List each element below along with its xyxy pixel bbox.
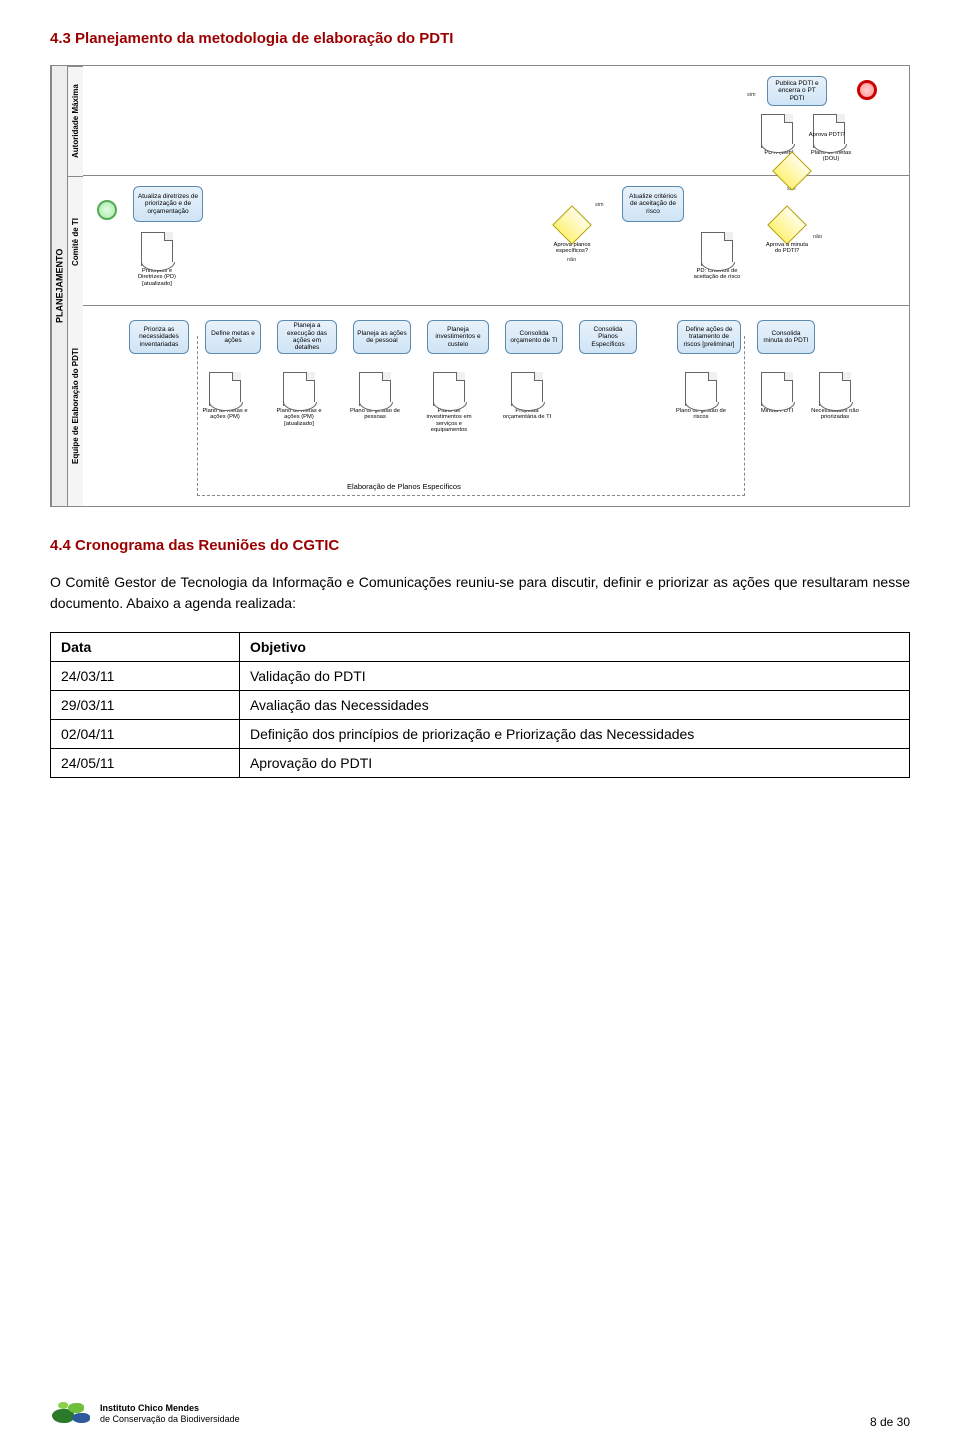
diagram-caption: Elaboração de Planos Específicos [347, 479, 461, 494]
activity-publica-pdti: Publica PDTI e encerra o PT PDTI [767, 76, 827, 106]
branch-sim-top: sim [747, 92, 756, 98]
doc-plano-metas-dou: Plano de metas (DOU) [809, 114, 849, 164]
footer-logo-block: Instituto Chico Mendes de Conservação da… [50, 1399, 240, 1429]
cell-data: 24/05/11 [51, 749, 240, 778]
footer-text: Instituto Chico Mendes de Conservação da… [100, 1403, 240, 1425]
doc-proposta-orc: Proposta orçamentária de TI [505, 372, 549, 422]
activity-define-riscos: Define ações de tratamento de riscos [pr… [677, 320, 741, 354]
section-4-4-title: 4.4 Cronograma das Reuniões do CGTIC [50, 537, 910, 554]
logo-icon [50, 1399, 94, 1429]
page-number: 8 de 30 [870, 1415, 910, 1429]
page-footer: Instituto Chico Mendes de Conservação da… [50, 1399, 910, 1429]
cell-data: 24/03/11 [51, 662, 240, 691]
cell-data: 02/04/11 [51, 720, 240, 749]
activity-consolida-minuta: Consolida minuta do PDTI [757, 320, 815, 354]
activity-define-metas: Define metas e ações [205, 320, 261, 354]
th-objetivo: Objetivo [239, 633, 909, 662]
activity-planeja-invest: Planeja investimentos e custeio [427, 320, 489, 354]
branch-nao-mid: não [567, 257, 576, 263]
activity-consolida-orc: Consolida orçamento de TI [505, 320, 563, 354]
cell-obj: Definição dos princípios de priorização … [239, 720, 909, 749]
footer-line1: Instituto Chico Mendes [100, 1403, 240, 1414]
branch-sim-mid: sim [595, 202, 604, 208]
lane-label-autoridade: Autoridade Máxima [67, 66, 83, 176]
gateway-aprova-pdti: Aprova PDTI? [777, 156, 807, 186]
gateway-aprova-minuta: Aprova a minuta do PDTI? [772, 210, 802, 240]
bpmn-diagram: PLANEJAMENTO Autoridade Máxima Comitê de… [50, 65, 910, 507]
cell-obj: Validação do PDTI [239, 662, 909, 691]
lane-label-equipe: Equipe de Elaboração do PDTI [67, 306, 83, 506]
section-4-4-paragraph: O Comitê Gestor de Tecnologia da Informa… [50, 572, 910, 614]
doc-gestao-pessoas: Plano de gestão de pessoas [353, 372, 397, 422]
gateway-aprova-planos: Aprova planos específicos? [557, 210, 587, 240]
schedule-table: Data Objetivo 24/03/11 Validação do PDTI… [50, 632, 910, 778]
table-header-row: Data Objetivo [51, 633, 910, 662]
lane-equipe: Prioriza as necessidades inventariadas D… [83, 306, 909, 506]
activity-atualiza-diretrizes: Atualiza diretrizes de priorização e de … [133, 186, 203, 222]
activity-atualize-criterios: Atualize critérios de aceitação de risco [622, 186, 684, 222]
start-event [97, 200, 117, 220]
activity-planeja-pessoal: Planeja as ações de pessoal [353, 320, 411, 354]
end-event [857, 80, 877, 100]
doc-principios-diretrizes: Princípios e Diretrizes (PD) [atualizado… [135, 232, 179, 282]
cell-obj: Aprovação do PDTI [239, 749, 909, 778]
cell-data: 29/03/11 [51, 691, 240, 720]
table-row: 24/03/11 Validação do PDTI [51, 662, 910, 691]
branch-nao-right: não [813, 234, 822, 240]
doc-investimentos: Plano de investimentos em serviços e equ… [427, 372, 471, 422]
doc-plano-metas-at: Plano de metas e ações (PM) [atualizado] [277, 372, 321, 422]
th-data: Data [51, 633, 240, 662]
activity-consolida-planos: Consolida Planos Específicos [579, 320, 637, 354]
lane-label-comite: Comitê de TI [67, 176, 83, 306]
activity-prioriza: Prioriza as necessidades inventariadas [129, 320, 189, 354]
doc-gestao-riscos: Plano de gestão de riscos [679, 372, 723, 422]
doc-necessidades-nao: Necessidades não priorizadas [813, 372, 857, 422]
doc-plano-metas-pm: Plano de metas e ações (PM) [203, 372, 247, 422]
table-row: 02/04/11 Definição dos princípios de pri… [51, 720, 910, 749]
table-row: 24/05/11 Aprovação do PDTI [51, 749, 910, 778]
doc-pd-criterios: PD: Critérios de aceitação de risco [695, 232, 739, 282]
section-4-3-title: 4.3 Planejamento da metodologia de elabo… [50, 30, 910, 47]
lane-comite: Atualiza diretrizes de priorização e de … [83, 176, 909, 306]
pool-label: PLANEJAMENTO [51, 66, 67, 506]
activity-planeja-exec: Planeja a execução das ações em detalhes [277, 320, 337, 354]
cell-obj: Avaliação das Necessidades [239, 691, 909, 720]
table-row: 29/03/11 Avaliação das Necessidades [51, 691, 910, 720]
doc-minuta-pdti: Minuta PDTI [755, 372, 799, 422]
footer-line2: de Conservação da Biodiversidade [100, 1414, 240, 1425]
